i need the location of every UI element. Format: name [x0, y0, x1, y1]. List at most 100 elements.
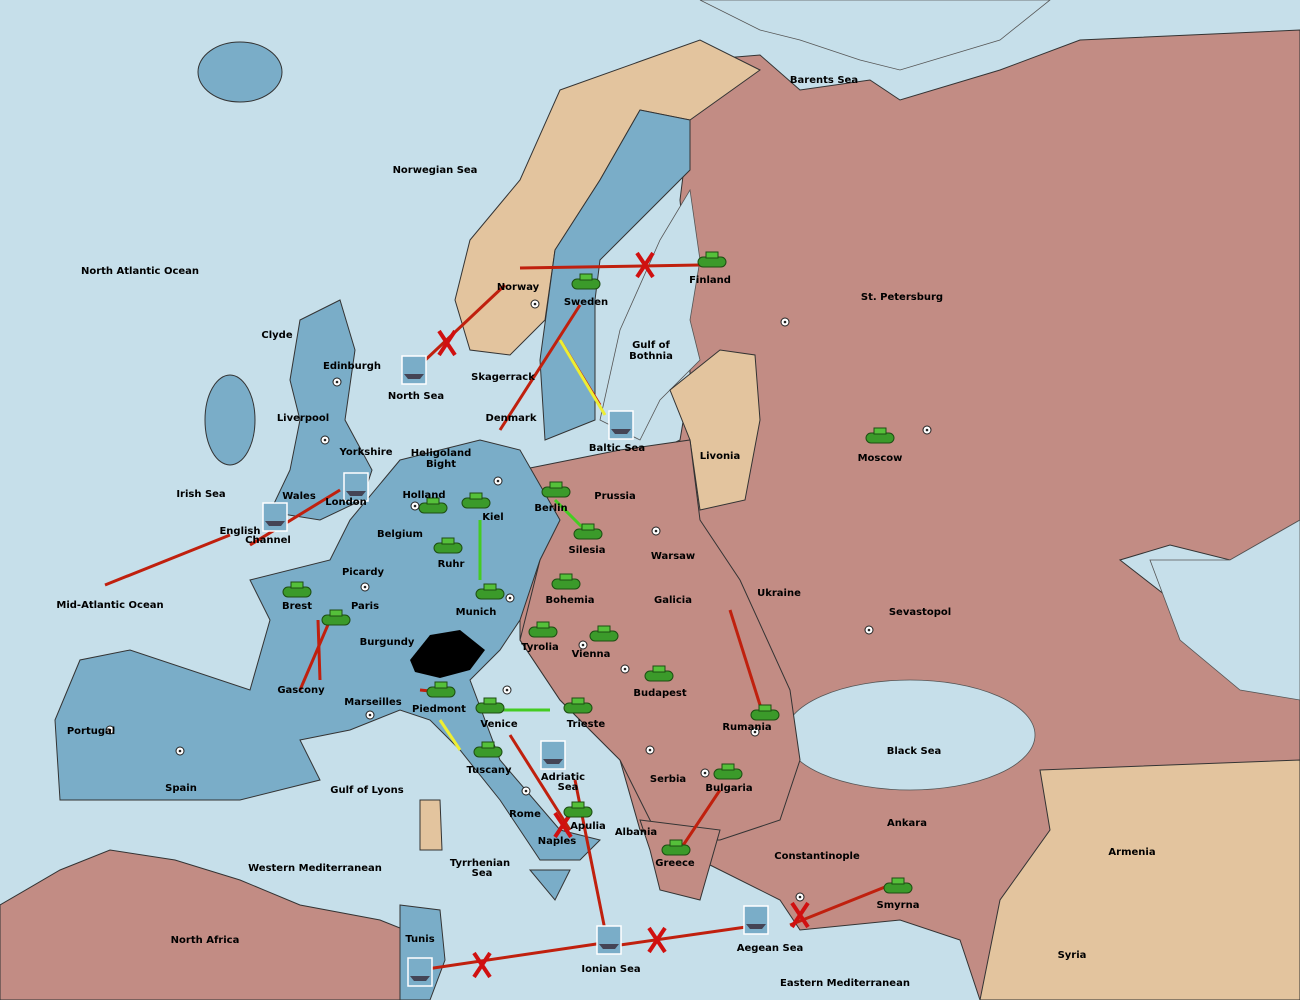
support-line	[553, 498, 587, 532]
territory-label: Clyde	[261, 330, 292, 341]
land-britain	[269, 299, 373, 521]
move-arrow	[316, 619, 322, 681]
failed-mark	[790, 901, 810, 929]
land-sardinia	[419, 799, 443, 851]
army-turret	[705, 251, 719, 259]
territory-label: Vienna	[572, 649, 611, 660]
territory-label: Tunis	[405, 934, 434, 945]
army-turret	[483, 583, 497, 591]
territory-label: Sevastopol	[889, 607, 951, 618]
territory-label: Irish Sea	[176, 489, 225, 500]
territory-label: Piedmont	[412, 704, 466, 715]
territory-label: Bulgaria	[705, 783, 752, 794]
move-arrow	[104, 533, 231, 587]
army-turret	[581, 523, 595, 531]
supply-dot	[368, 713, 372, 717]
supply-dot	[108, 728, 112, 732]
territory-label: Moscow	[858, 453, 903, 464]
fleet-unit	[540, 740, 566, 770]
territory-label: Armenia	[1108, 847, 1155, 858]
supply-dot	[335, 380, 339, 384]
supply-dot	[753, 730, 757, 734]
territory-label: Brest	[282, 601, 312, 612]
territory-label: Barents Sea	[790, 75, 858, 86]
army-turret	[434, 681, 448, 689]
supply-dot	[496, 479, 500, 483]
territory-label: Tuscany	[466, 765, 512, 776]
territory-label: Finland	[689, 275, 731, 286]
move-arrow	[418, 283, 507, 367]
territory-label: Smyrna	[877, 900, 920, 911]
fleet-ship	[265, 521, 285, 526]
territory-label: London	[325, 497, 367, 508]
supply-dot	[323, 438, 327, 442]
supply-dot	[581, 643, 585, 647]
territory-label: Channel	[245, 535, 291, 546]
territory-label: Rome	[509, 809, 541, 820]
army-turret	[290, 581, 304, 589]
territory-label: Black Sea	[887, 746, 942, 757]
supply-dot	[623, 667, 627, 671]
land-central	[519, 439, 801, 841]
territory-label: Ankara	[887, 818, 927, 829]
territory-label: Ionian Sea	[581, 964, 640, 975]
supply-dot	[178, 749, 182, 753]
army-turret	[891, 877, 905, 885]
territory-label: Sea	[558, 782, 579, 793]
army-turret	[669, 839, 683, 847]
territory-label: Trieste	[567, 719, 606, 730]
territory-label: Sea	[472, 868, 493, 879]
land-sicily	[528, 869, 571, 901]
territory-label: Adriatic	[541, 772, 585, 783]
territory-label: Wales	[282, 491, 316, 502]
supply-dot	[867, 628, 871, 632]
impassable-switzerland	[410, 630, 485, 678]
army-turret	[469, 492, 483, 500]
territory-label: Apulia	[570, 821, 606, 832]
supply-dot	[654, 529, 658, 533]
move-arrow	[678, 789, 722, 851]
territory-label: Prussia	[594, 491, 635, 502]
army-turret	[441, 537, 455, 545]
territory-label: Gulf of	[632, 340, 670, 351]
territory-label: Syria	[1058, 950, 1087, 961]
territory-label: Liverpool	[277, 413, 329, 424]
territory-label: Spain	[165, 783, 197, 794]
territory-label: Burgundy	[360, 637, 415, 648]
support-line	[438, 719, 462, 751]
fleet-unit	[407, 957, 433, 987]
fleet-unit	[743, 905, 769, 935]
failed-mark	[635, 251, 655, 279]
fleet-unit	[608, 410, 634, 440]
territory-label: Rumania	[722, 722, 771, 733]
territory-label: Norwegian Sea	[393, 165, 478, 176]
units	[105, 251, 932, 987]
army-turret	[549, 481, 563, 489]
labels: Barents Sea Norwegian Sea North Atlantic O…	[56, 75, 1155, 989]
supply-dot	[524, 789, 528, 793]
army-turret	[329, 609, 343, 617]
army-turret	[873, 427, 887, 435]
army-turret	[758, 704, 772, 712]
territory-label: Ukraine	[757, 588, 801, 599]
fleet-ship	[599, 944, 619, 949]
territory-label: Marseilles	[344, 697, 401, 708]
move-arrow	[508, 734, 572, 831]
move-arrow	[298, 619, 332, 691]
territory-label: Yorkshire	[339, 447, 393, 458]
territory-label: Sweden	[564, 297, 608, 308]
supply-dot	[925, 428, 929, 432]
territory-label: Livonia	[700, 451, 740, 462]
gulf-of-bothnia	[599, 188, 701, 441]
territory-label: Baltic Sea	[589, 443, 645, 454]
supply-dot	[508, 596, 512, 600]
territory-label: Belgium	[377, 529, 423, 540]
territory-label: Munich	[456, 607, 497, 618]
territory-label: Mid-Atlantic Ocean	[56, 600, 163, 611]
territory-label: English	[219, 526, 260, 537]
territory-label: Silesia	[569, 545, 606, 556]
supply-dot	[533, 302, 537, 306]
territory-label: Western Mediterranean	[248, 863, 382, 874]
land-greece	[639, 819, 721, 901]
